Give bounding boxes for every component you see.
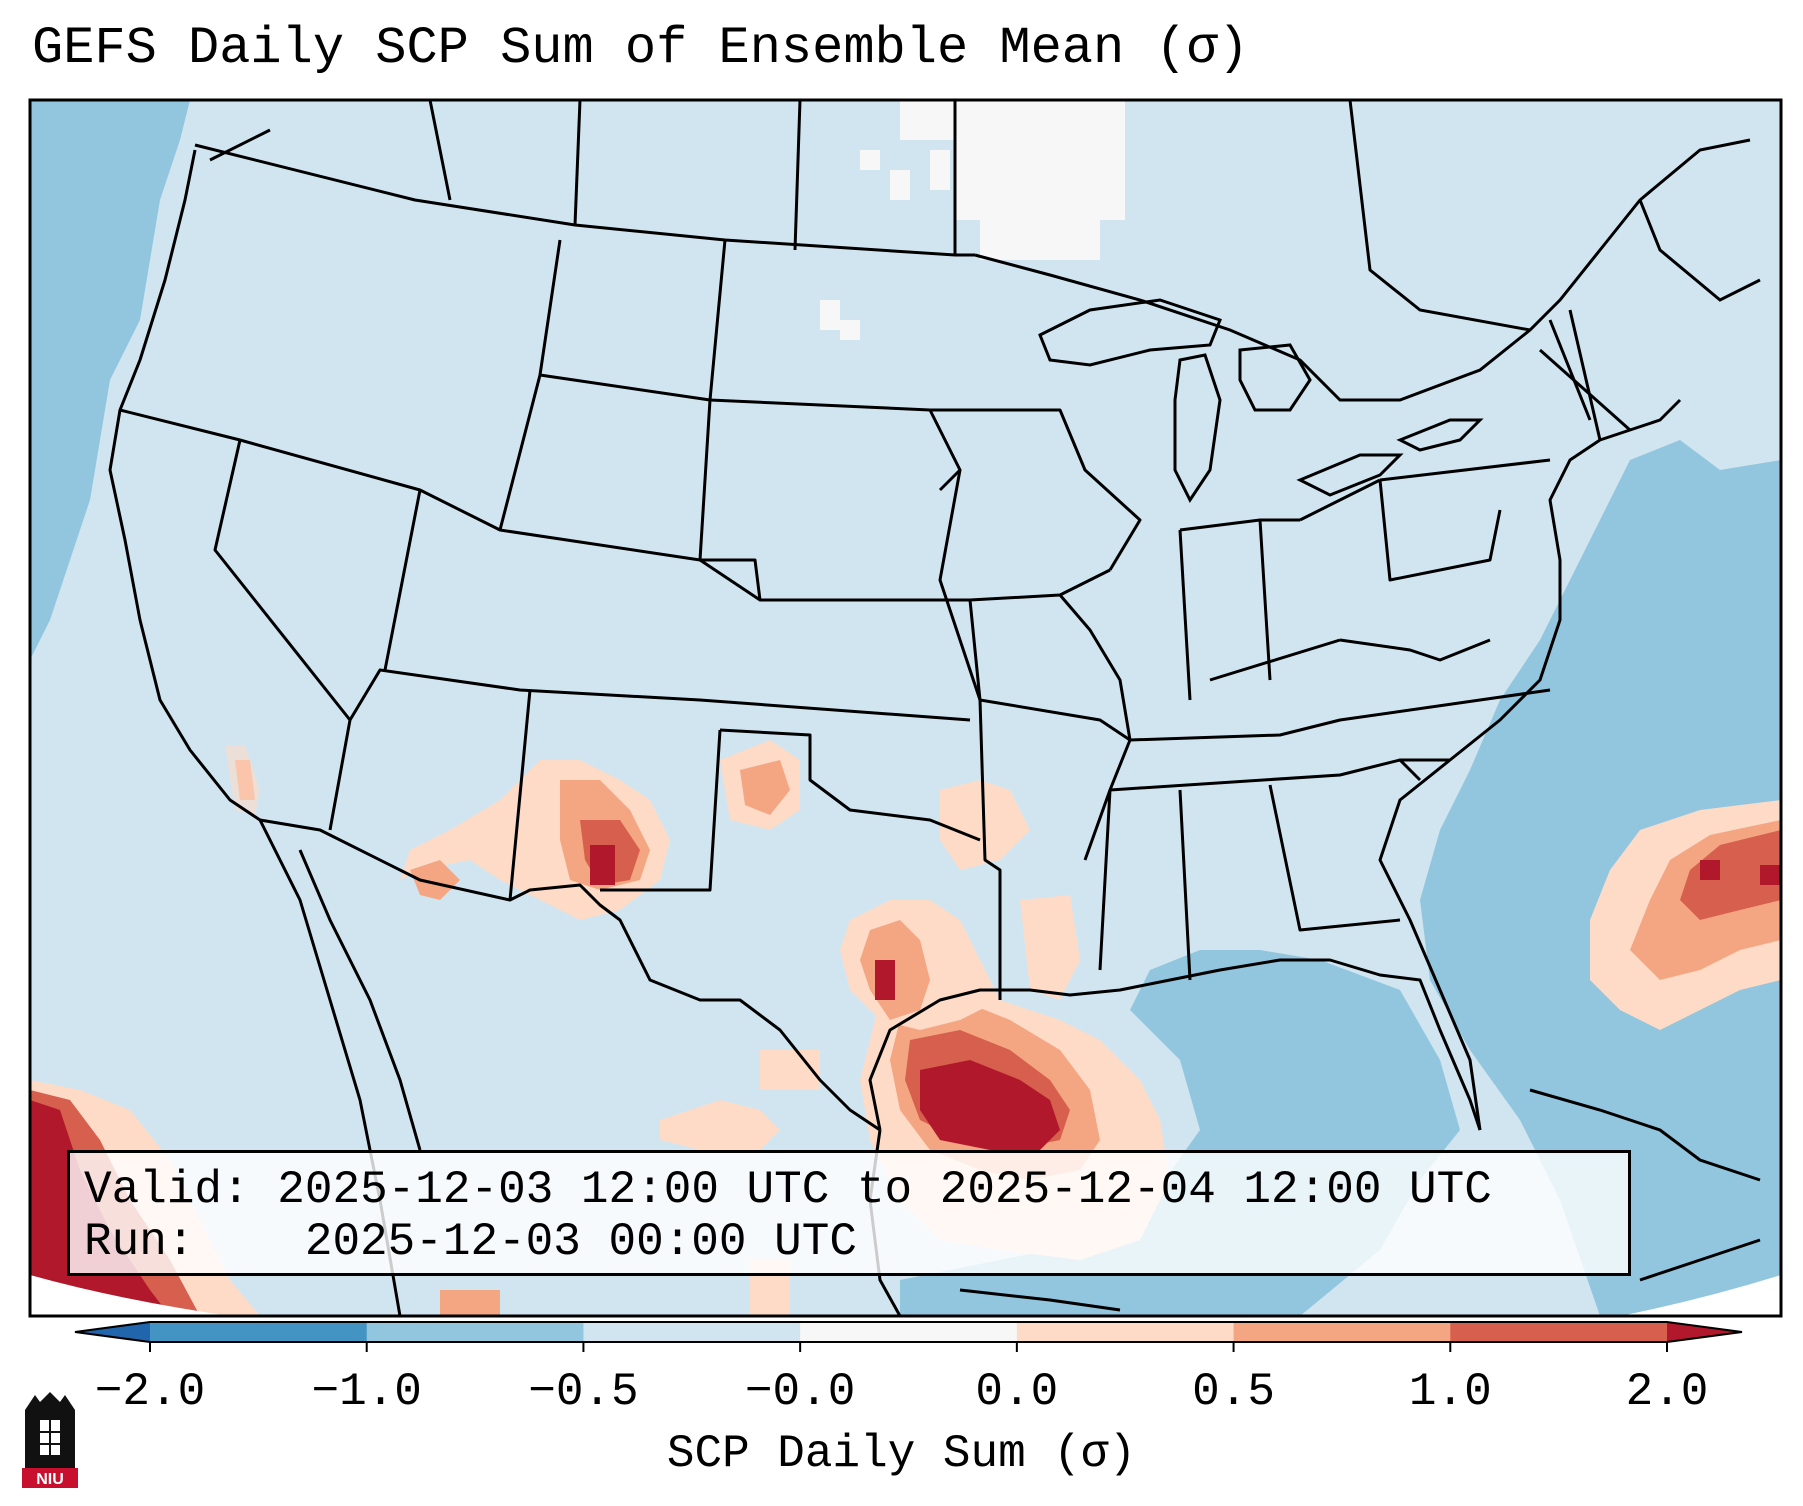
field-nm-peak xyxy=(590,845,615,885)
colorbar-tick-label: −2.0 xyxy=(94,1366,206,1418)
colorbar-tick-label: 1.0 xyxy=(1408,1366,1492,1418)
chart-title: GEFS Daily SCP Sum of Ensemble Mean (σ) xyxy=(32,19,1249,78)
map-frame xyxy=(28,98,1783,1318)
great-lakes xyxy=(1038,298,1484,503)
field-mexico-lowpos xyxy=(660,1100,780,1150)
run-label: Run: xyxy=(84,1216,195,1268)
colorbar-tick-label: 2.0 xyxy=(1625,1366,1709,1418)
colorbar-tick-label: −1.0 xyxy=(311,1366,422,1418)
logo-text: NIU xyxy=(36,1471,64,1488)
field-atlantic-negative xyxy=(1420,440,1781,1316)
run-value: 2025-12-03 00:00 UTC xyxy=(304,1216,857,1268)
field-tx-panhandle-midpos xyxy=(740,760,790,815)
valid-label: Valid: xyxy=(84,1164,250,1216)
field-texas-peak xyxy=(875,960,895,1000)
projection-edge-left xyxy=(30,1275,230,1316)
field-atlantic-highpos xyxy=(1680,830,1781,920)
field-louisiana-lowpos xyxy=(1020,895,1080,1000)
colorbar-tick-label: 0.5 xyxy=(1192,1366,1275,1418)
field-neutral-north xyxy=(820,100,1125,340)
field-atlantic-peak-2 xyxy=(1760,865,1780,885)
valid-value: 2025-12-03 12:00 UTC to 2025-12-04 12:00… xyxy=(277,1164,1492,1216)
country-borders xyxy=(209,99,1761,1317)
colorbar-tick-label: −0.5 xyxy=(528,1366,639,1418)
niu-logo: NIU xyxy=(22,1392,78,1488)
field-sw-pacific-peak xyxy=(30,1100,170,1316)
field-az-midpos xyxy=(410,860,460,900)
field-northwest-negative xyxy=(90,110,150,185)
field-mexico-lowpos-2 xyxy=(760,1050,820,1090)
colorbar-tick-label: 0.0 xyxy=(975,1366,1059,1418)
field-ca-lowpos xyxy=(225,745,260,815)
colorbar-tick-label: −0.0 xyxy=(744,1366,856,1418)
field-mexico-midpos xyxy=(440,1290,500,1316)
projection-edge-right xyxy=(1620,1275,1781,1316)
info-box: Valid: 2025-12-03 12:00 UTC to 2025-12-0… xyxy=(67,1150,1631,1276)
state-borders xyxy=(108,143,1682,1132)
valid-line: Valid: 2025-12-03 12:00 UTC to 2025-12-0… xyxy=(84,1163,1492,1217)
colorbar-label: SCP Daily Sum (σ) xyxy=(666,1428,1137,1480)
field-pacific-negative xyxy=(30,100,190,660)
run-line: Run: 2025-12-03 00:00 UTC xyxy=(84,1215,857,1269)
field-gulf-peak xyxy=(920,1060,1060,1150)
field-atlantic-peak xyxy=(1700,860,1720,880)
